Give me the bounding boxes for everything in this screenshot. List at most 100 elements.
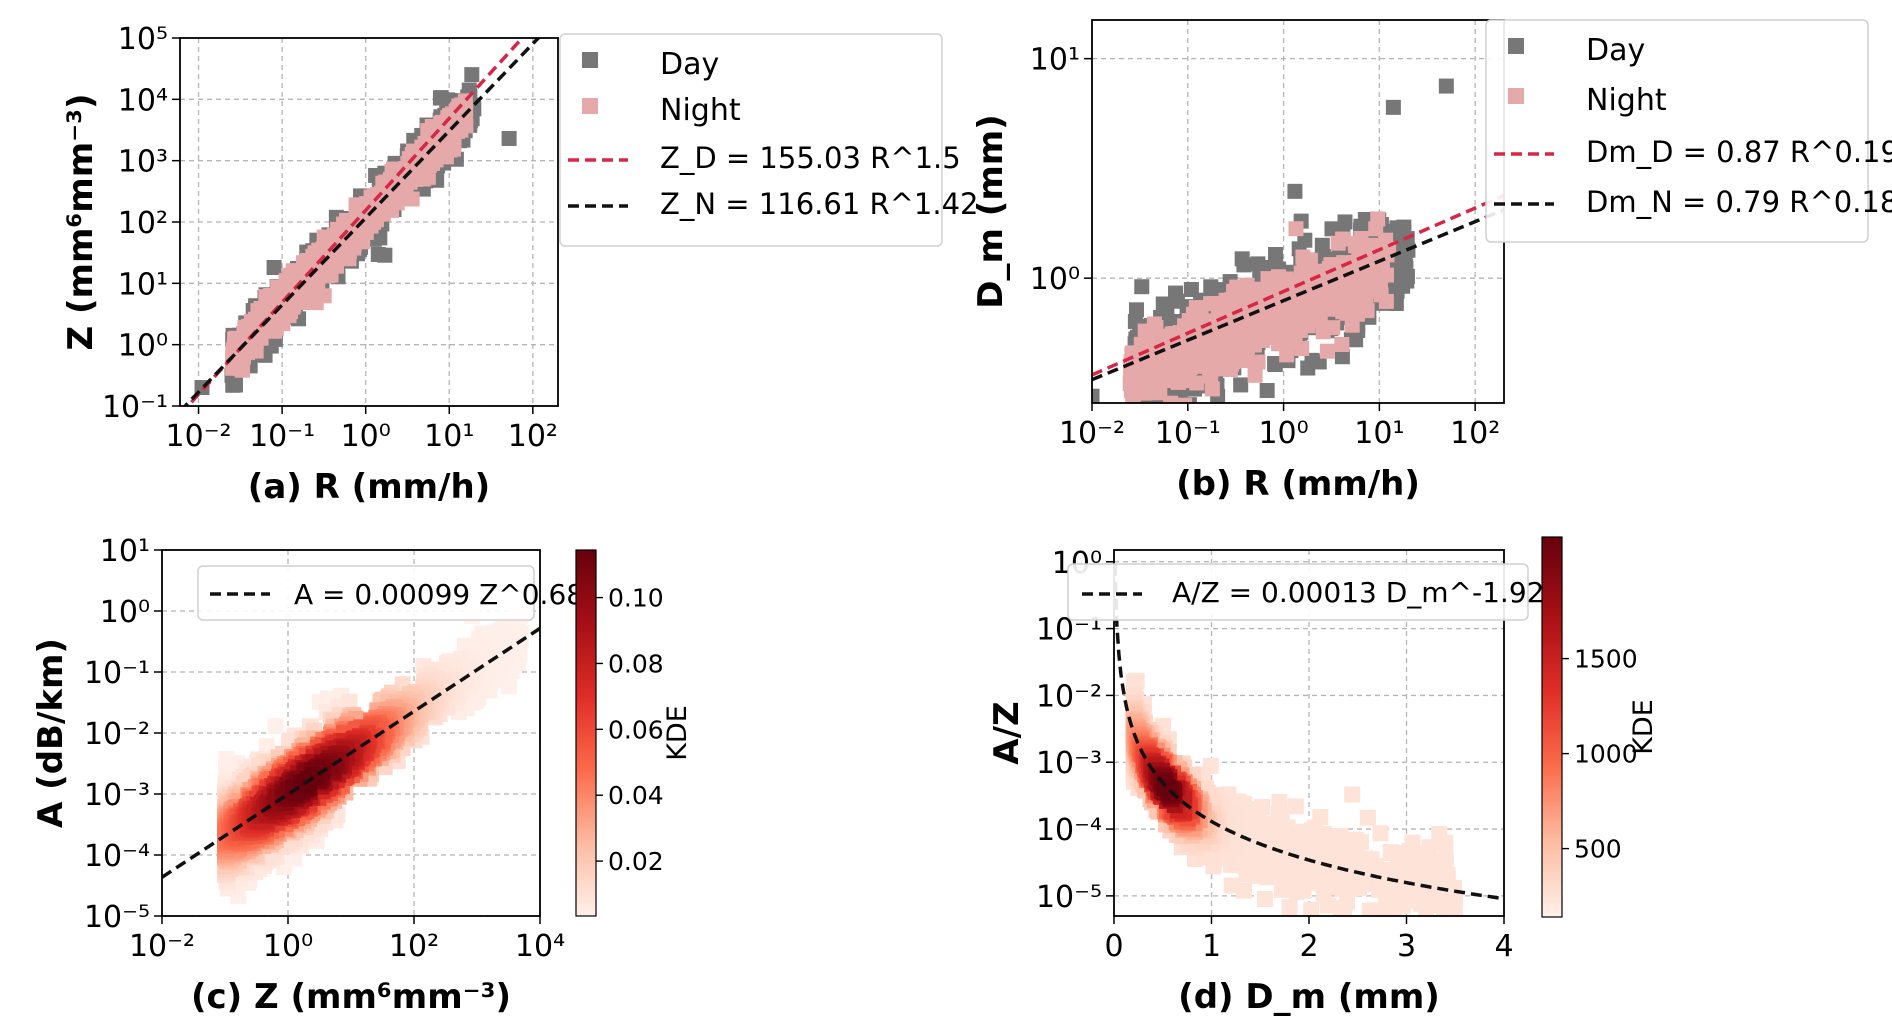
subplot-a: 10⁻² 10⁻¹ 10⁰ 10¹ 10²10⁻¹10⁰10¹10²10³10⁴10⁵(…	[61, 22, 979, 507]
y-tick-label: 10⁻¹	[84, 656, 150, 691]
fit-line-night	[182, 38, 541, 406]
night-point	[308, 295, 324, 311]
day-point	[501, 130, 517, 146]
night-point	[1211, 333, 1227, 349]
night-point	[1295, 295, 1311, 311]
day-point	[1138, 430, 1153, 445]
day-point	[1300, 360, 1316, 376]
legend-night-marker	[1508, 88, 1524, 104]
x-tick-label: 1	[1202, 929, 1221, 964]
kde-point	[1361, 902, 1378, 916]
night-point	[1325, 320, 1341, 336]
colorbar-tick-label: 0.10	[608, 584, 664, 613]
night-point	[1288, 221, 1304, 237]
kde-point	[1315, 887, 1332, 904]
kde-point	[1381, 904, 1398, 916]
y-tick-label: 10¹	[118, 267, 168, 302]
night-point	[1225, 354, 1241, 370]
kde-point	[1256, 890, 1273, 907]
x-tick-label: 0	[1104, 929, 1123, 964]
legend-fit-day-label: Dm_D = 0.87 R^0.19	[1586, 135, 1892, 169]
day-point	[1348, 332, 1364, 348]
y-tick-label: 10¹	[1030, 43, 1080, 78]
night-point	[1146, 316, 1162, 332]
legend-fit-label: A = 0.00099 Z^0.68	[294, 578, 584, 611]
x-tick-label: 4	[1494, 929, 1513, 964]
night-point	[1248, 324, 1264, 340]
kde-point	[1303, 901, 1320, 916]
day-point	[1160, 313, 1176, 329]
day-point	[1134, 279, 1150, 295]
colorbar-tick-label: 0.02	[608, 847, 664, 876]
night-point	[227, 331, 243, 347]
night-point	[282, 268, 298, 284]
day-point	[1398, 260, 1414, 276]
legend: A = 0.00099 Z^0.68	[197, 565, 584, 621]
colorbar-tick-label: 0.08	[608, 649, 664, 678]
night-point	[1189, 375, 1205, 391]
day-point	[225, 377, 241, 393]
night-point	[1200, 346, 1216, 362]
night-point	[1130, 382, 1146, 398]
night-point	[404, 191, 420, 207]
night-point	[1264, 273, 1280, 289]
night-point	[1368, 278, 1384, 294]
x-tick-label: 10⁴	[515, 929, 565, 964]
night-point	[1304, 278, 1320, 294]
night-point	[1250, 354, 1266, 370]
day-point	[1183, 282, 1199, 298]
kde-point	[1382, 844, 1399, 861]
legend-box	[559, 33, 943, 247]
plot-area	[162, 607, 540, 904]
night-point	[267, 311, 283, 327]
night-point	[1167, 372, 1183, 388]
x-tick-label: 10²	[389, 929, 439, 964]
colorbar-tick-label: 1000	[1574, 740, 1638, 769]
night-point	[1256, 299, 1272, 315]
night-point	[1378, 293, 1394, 309]
axes-frame	[161, 549, 541, 917]
legend-day-label: Day	[1586, 33, 1645, 68]
day-point	[1125, 440, 1140, 455]
colorbar-bar	[1541, 536, 1563, 918]
y-tick-label: 10⁵	[118, 22, 168, 57]
night-point	[1188, 300, 1204, 316]
legend: A/Z = 0.00013 D_m^-1.92	[1067, 563, 1544, 621]
y-axis-label: A (dB/km)	[31, 638, 71, 828]
night-point	[1238, 352, 1254, 368]
night-point	[1235, 294, 1251, 310]
day-point	[1337, 214, 1353, 230]
y-tick-label: 10⁻¹	[102, 390, 168, 425]
kde-point	[1437, 915, 1454, 916]
legend-box	[197, 565, 535, 621]
x-tick-label: 3	[1397, 929, 1416, 964]
kde-point	[1335, 900, 1352, 916]
day-point	[1267, 357, 1283, 373]
subplot-c: 10⁻² 10⁰ 10² 10⁴10⁻⁵10⁻⁴10⁻³10⁻²10⁻¹10⁰10¹(…	[31, 534, 693, 1017]
night-point	[1204, 381, 1220, 397]
y-tick-label: 10⁻⁴	[1036, 813, 1102, 848]
night-point	[1310, 296, 1326, 312]
axes-frame	[1113, 549, 1505, 917]
colorbar-label: KDE	[662, 705, 693, 761]
y-axis-label: D_m (mm)	[971, 114, 1011, 308]
night-point	[1287, 320, 1303, 336]
day-point	[1297, 232, 1313, 248]
night-point	[1349, 306, 1365, 322]
x-axis-label: (b) R (mm/h)	[1176, 464, 1420, 504]
night-point	[1358, 292, 1374, 308]
x-tick-label: 10⁰	[341, 419, 391, 454]
x-axis-label: (c) Z (mm⁶mm⁻³)	[191, 977, 511, 1017]
fit-curve	[1114, 564, 1504, 901]
day-point	[1287, 183, 1303, 199]
fit-line-night	[1092, 208, 1504, 382]
night-point	[1202, 362, 1218, 378]
fit-line	[162, 626, 540, 879]
colorbar-label: KDE	[1628, 699, 1659, 755]
night-point	[1177, 397, 1193, 403]
x-tick-label: 10¹	[424, 419, 474, 454]
day-point	[464, 67, 480, 83]
